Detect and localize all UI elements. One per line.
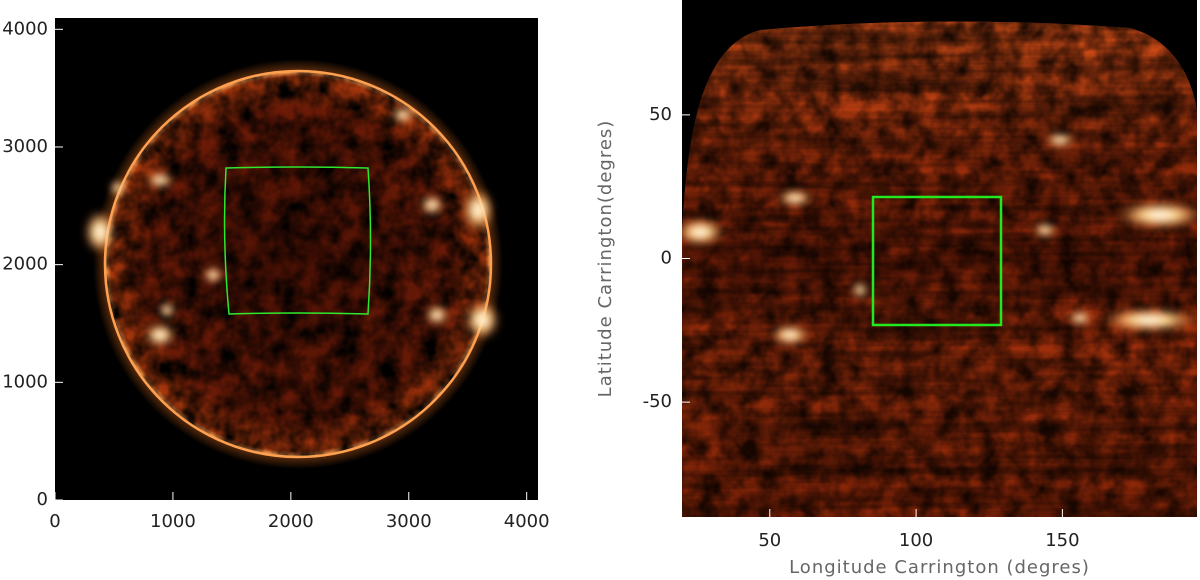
- y-tick-label: 50: [649, 104, 672, 125]
- x-tick-label: 150: [1045, 530, 1079, 551]
- x-tick-label: 50: [758, 530, 781, 551]
- carrington-map: [682, 0, 1197, 517]
- y-tick-label: 0: [37, 489, 48, 510]
- x-tick-label: 1000: [150, 511, 196, 532]
- y-axis-label: Latitude Carrington(degres): [595, 120, 616, 398]
- x-tick-label: 3000: [386, 511, 432, 532]
- y-tick-label: 2000: [2, 254, 48, 275]
- x-tick-label: 0: [49, 511, 60, 532]
- x-tick-label: 2000: [268, 511, 314, 532]
- y-tick-label: 0: [661, 248, 672, 269]
- y-tick-label: -50: [643, 391, 672, 412]
- x-tick-label: 100: [899, 530, 933, 551]
- x-tick-label: 4000: [504, 511, 550, 532]
- y-tick-label: 3000: [2, 136, 48, 157]
- sun-image: [55, 18, 538, 500]
- y-tick-label: 4000: [2, 18, 48, 39]
- x-axis-label: Longitude Carrington (degres): [789, 557, 1090, 578]
- y-tick-label: 1000: [2, 371, 48, 392]
